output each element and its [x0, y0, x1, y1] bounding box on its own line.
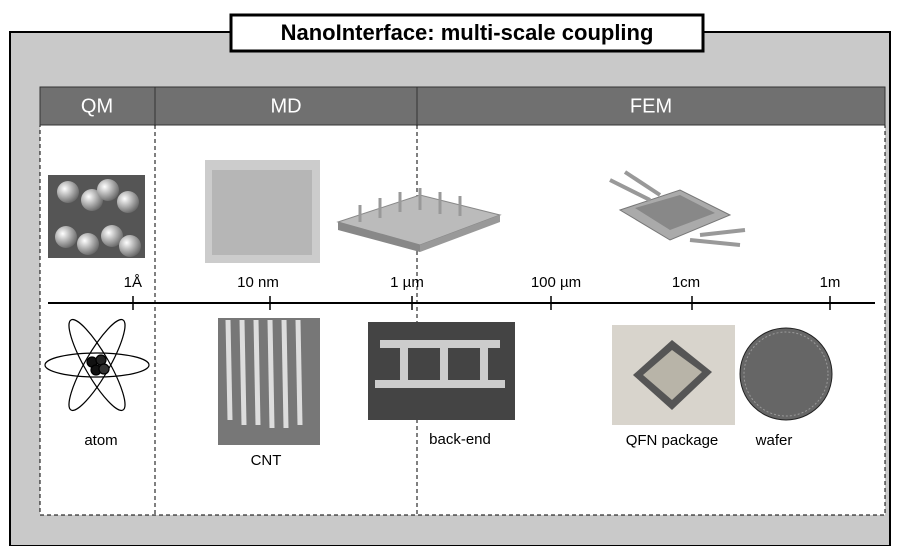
- md-image: [205, 160, 320, 263]
- scale-label: 1 µm: [390, 274, 424, 291]
- caption: QFN package: [626, 432, 719, 449]
- caption: atom: [84, 432, 117, 449]
- back-end-image: [368, 322, 515, 420]
- cnt-image: [218, 318, 320, 445]
- title: NanoInterface: multi-scale coupling: [281, 20, 654, 45]
- scale-label: 1m: [820, 274, 841, 291]
- band-bar: [40, 87, 885, 125]
- wafer-image: [740, 328, 832, 420]
- scale-label: 1Å: [124, 274, 142, 291]
- scale-label: 100 µm: [531, 274, 581, 291]
- band-label: MD: [270, 95, 301, 117]
- caption: CNT: [251, 452, 282, 469]
- panel: [40, 87, 885, 515]
- caption: back-end: [429, 431, 491, 448]
- scale-label: 1cm: [672, 274, 700, 291]
- band-label: QM: [81, 95, 113, 117]
- diagram: NanoInterface: multi-scale coupling QM M…: [0, 0, 900, 546]
- scale-label: 10 nm: [237, 274, 279, 291]
- page: {"header": {"title": "NanoInterface: mul…: [0, 0, 900, 551]
- band-label: FEM: [630, 95, 672, 117]
- molecule-image: [48, 175, 145, 258]
- qfn-package-image: [612, 325, 735, 425]
- caption: wafer: [755, 432, 793, 449]
